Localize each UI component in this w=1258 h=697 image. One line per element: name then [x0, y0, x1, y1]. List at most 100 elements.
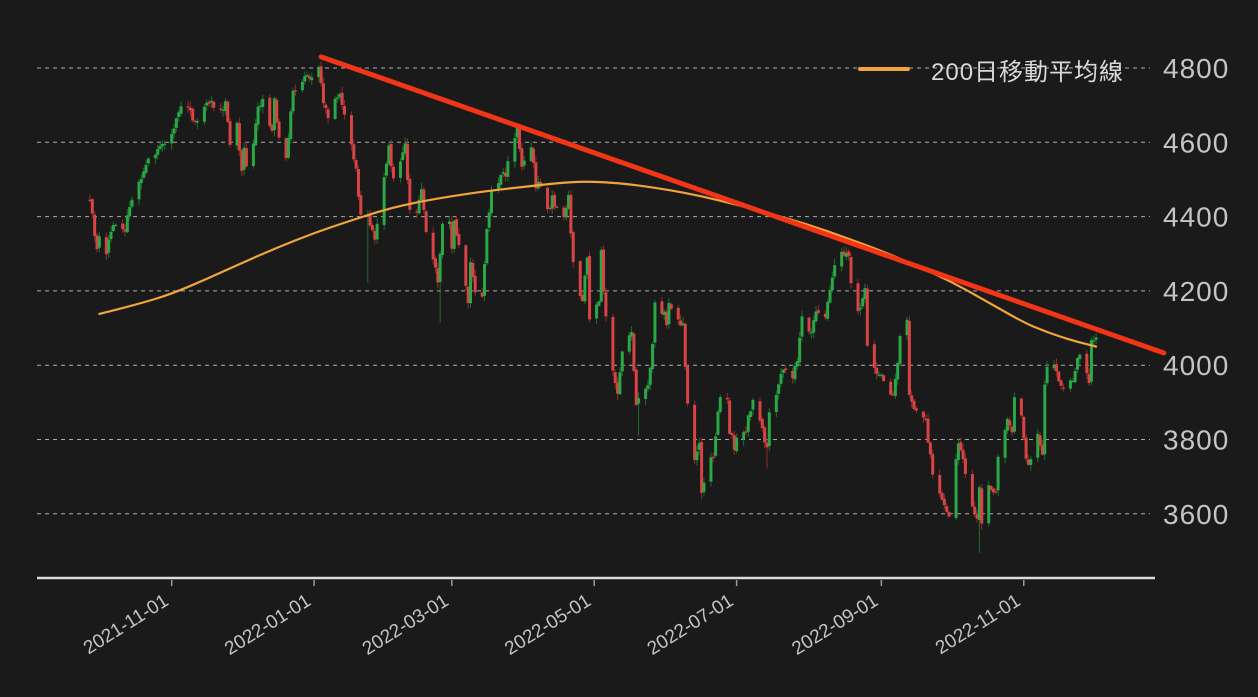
- candle-body: [188, 107, 192, 111]
- candle-body: [303, 76, 307, 82]
- candle-body: [202, 106, 206, 122]
- candle-body: [714, 436, 718, 456]
- candle-body: [595, 304, 599, 319]
- candle-body: [665, 311, 669, 326]
- candle-body: [644, 388, 648, 399]
- candle-body: [683, 324, 687, 367]
- candle-body: [242, 147, 246, 170]
- candle-body: [1078, 354, 1082, 360]
- x-axis-ticks: [170, 580, 1025, 586]
- candle-body: [277, 121, 281, 138]
- candle-body: [746, 415, 750, 432]
- candle-body: [391, 166, 395, 179]
- candle-body: [798, 337, 802, 363]
- candle-body: [942, 498, 946, 506]
- candle-body: [382, 177, 386, 225]
- candle-body: [408, 178, 412, 210]
- candle-body: [244, 148, 248, 167]
- candle-body: [627, 335, 631, 352]
- candle-body: [422, 189, 426, 211]
- candle-body: [728, 400, 732, 434]
- candle-body: [293, 90, 297, 92]
- y-axis-label: 4400: [1163, 202, 1229, 233]
- candle-body: [646, 385, 650, 389]
- candle-body: [174, 118, 178, 128]
- candle-body: [800, 316, 804, 337]
- candle-body: [490, 190, 494, 214]
- x-axis-label: 2022-09-01: [788, 590, 882, 659]
- candle-body: [774, 394, 778, 413]
- candle-body: [515, 126, 519, 138]
- candle-body: [758, 401, 762, 421]
- candle-body: [275, 99, 279, 123]
- candle-body: [1057, 371, 1061, 382]
- candle-body: [1008, 420, 1012, 426]
- candle-body: [695, 451, 699, 461]
- candle-body: [994, 491, 998, 493]
- candle-body: [872, 344, 876, 368]
- candle-body: [417, 199, 421, 214]
- candle-body: [1005, 418, 1009, 431]
- candle-body: [111, 225, 115, 232]
- candle-body: [637, 398, 641, 404]
- candle-body: [405, 143, 409, 181]
- candle-body: [1089, 340, 1093, 382]
- candle-body: [170, 133, 174, 144]
- candle-body: [289, 111, 293, 140]
- candle-body: [828, 289, 832, 303]
- candle-body: [679, 320, 683, 326]
- candle-body: [219, 108, 223, 110]
- y-axis-label: 4800: [1163, 53, 1229, 84]
- candle-body: [807, 317, 811, 332]
- candle-body: [749, 411, 753, 417]
- candle-body: [153, 154, 157, 159]
- candle-body: [464, 245, 468, 286]
- candle-body: [814, 311, 818, 322]
- candle-body: [879, 374, 883, 376]
- candle-body: [954, 459, 958, 518]
- candle-body: [697, 443, 701, 450]
- candle-body: [177, 112, 181, 118]
- candle-body: [483, 264, 487, 296]
- candle-body: [602, 249, 606, 292]
- candle-body: [375, 223, 379, 240]
- candle-body: [863, 288, 867, 300]
- candle-body: [1061, 387, 1065, 389]
- candle-body: [742, 432, 746, 440]
- candle-body: [256, 106, 260, 125]
- y-axis-labels: 4800 4600 4400 4200 4000 3800 3600: [1163, 53, 1229, 530]
- candle-body: [1075, 358, 1079, 370]
- candle-body: [718, 397, 722, 412]
- candle-body: [487, 212, 491, 228]
- candle-body: [648, 367, 652, 385]
- candle-body: [88, 199, 92, 201]
- candle-body: [310, 77, 314, 81]
- candle-body: [611, 317, 615, 371]
- candle-body: [653, 302, 657, 343]
- candle-body: [716, 411, 720, 435]
- candle-body: [945, 506, 949, 512]
- candle-body: [585, 257, 589, 275]
- ma200-legend[interactable]: 200日移動平均線: [858, 54, 1124, 86]
- candle-body: [384, 163, 388, 176]
- candle-body: [980, 488, 984, 524]
- candle-body: [436, 268, 440, 283]
- candle-body: [237, 123, 241, 151]
- candle-body: [191, 108, 195, 121]
- candle-body: [910, 395, 914, 402]
- candle-body: [261, 98, 265, 108]
- candle-body: [760, 418, 764, 429]
- candle-body: [529, 147, 533, 162]
- candle-body: [447, 221, 451, 225]
- y-axis-label: 3800: [1163, 425, 1229, 456]
- candle-body: [826, 301, 830, 319]
- candle-body: [107, 239, 111, 253]
- candle-body: [370, 225, 374, 231]
- candle-body: [961, 449, 965, 460]
- candle-body: [686, 365, 690, 404]
- candle-body: [914, 408, 918, 411]
- candle-body: [1054, 364, 1058, 372]
- candle-body: [865, 288, 869, 346]
- candle-body: [349, 115, 353, 145]
